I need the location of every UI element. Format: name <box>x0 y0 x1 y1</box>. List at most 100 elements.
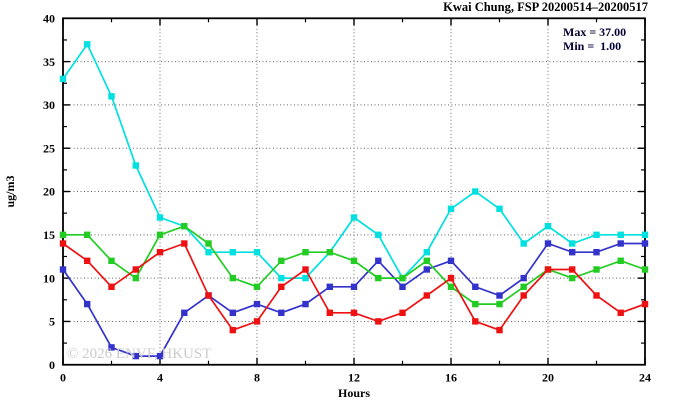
series-red-point <box>181 240 188 247</box>
series-blue-point <box>447 257 455 264</box>
y-tick-label: 0 <box>49 358 55 372</box>
x-axis-label: Hours <box>338 386 370 400</box>
series-blue-point <box>350 283 358 290</box>
series-red-point <box>569 266 576 273</box>
series-cyan-point <box>84 41 91 48</box>
series-cyan-point <box>253 249 261 256</box>
series-green-point <box>326 249 333 256</box>
series-green-point <box>496 300 503 308</box>
series-blue-point <box>181 309 188 316</box>
series-blue-point <box>399 283 406 290</box>
series-red-point <box>544 266 552 273</box>
series-blue-point <box>84 300 91 308</box>
series-red-point <box>641 300 649 308</box>
series-cyan-point <box>156 214 164 221</box>
series-red-point <box>302 266 309 273</box>
series-blue-point <box>302 300 309 308</box>
series-red-point <box>253 318 261 325</box>
series-blue-point <box>132 352 139 360</box>
series-green-point <box>181 223 188 230</box>
series-cyan-point <box>472 188 479 195</box>
series-cyan-point <box>375 231 382 238</box>
series-green-point <box>156 231 164 238</box>
series-green-point <box>302 249 309 256</box>
y-tick-label: 10 <box>43 271 55 285</box>
x-tick-label: 0 <box>60 370 66 384</box>
series-green-point <box>278 257 285 264</box>
series-cyan-point <box>108 93 115 100</box>
series-green-point <box>132 274 139 282</box>
tick-label-layer: 0 5 10 15 20 25 30 35 40 0 4 8 12 16 20 24 <box>43 12 651 385</box>
series-blue-point <box>108 344 115 351</box>
series-cyan-point <box>59 75 67 83</box>
series-red-point <box>520 292 527 299</box>
x-tick-label: 12 <box>348 370 360 384</box>
series-red-point <box>447 274 455 282</box>
series-cyan-point <box>641 231 649 238</box>
y-tick-label: 40 <box>43 12 55 26</box>
series-blue-point <box>569 249 576 256</box>
series-green-point <box>617 257 624 264</box>
series-cyan-point <box>278 274 285 282</box>
axis-box <box>62 17 646 366</box>
series-cyan-point <box>229 249 236 256</box>
series-green-point <box>520 283 527 290</box>
series-cyan-point <box>350 214 358 221</box>
series-cyan-point <box>447 205 455 212</box>
watermark: © 2026 ENVF, HKUST <box>67 346 211 362</box>
series-green-point <box>84 231 91 238</box>
series-blue-point <box>593 249 600 256</box>
series-red-point <box>399 309 406 316</box>
series-green-point <box>229 274 236 282</box>
series-blue-point <box>496 292 503 299</box>
series-blue-point <box>520 274 527 282</box>
series-cyan-point <box>496 205 503 212</box>
series-cyan-point <box>520 240 527 247</box>
series-cyan-point <box>132 162 139 169</box>
x-tick-label: 4 <box>157 370 163 384</box>
series-blue-point <box>641 240 649 247</box>
series-green-point <box>423 257 430 264</box>
series-blue-point <box>229 309 236 316</box>
series-green-point <box>108 257 115 264</box>
series-green-point <box>205 240 212 247</box>
series-red-point <box>132 266 139 273</box>
series-green-point <box>253 283 261 290</box>
min-annotation: Min = 1.00 <box>563 39 621 53</box>
series-green-line <box>63 225 646 305</box>
series-red-point <box>617 309 624 316</box>
series-red-point <box>156 249 164 256</box>
series-red-point <box>423 292 430 299</box>
y-tick-label: 20 <box>43 185 55 199</box>
series-cyan-point <box>544 223 552 230</box>
grid-layer <box>63 18 645 365</box>
series-cyan-point <box>569 240 576 247</box>
series-cyan-point <box>617 231 624 238</box>
chart-title: Kwai Chung, FSP 20200514–20200517 <box>443 0 648 14</box>
series-blue-point <box>472 283 479 290</box>
series-blue-point <box>278 309 285 316</box>
series-red-point <box>593 292 600 299</box>
y-tick-label: 5 <box>49 315 55 329</box>
series-red-point <box>108 283 115 290</box>
series-green-point <box>399 274 406 282</box>
series-cyan-point <box>302 274 309 282</box>
series-red-point <box>229 326 236 334</box>
series-cyan-point <box>205 249 212 256</box>
series-green-point <box>447 283 455 290</box>
series-red-point <box>205 292 212 299</box>
series-red-point <box>84 257 91 264</box>
series-red-point <box>278 283 285 290</box>
series-green-point <box>375 274 382 282</box>
series-red-point <box>496 326 503 334</box>
series-blue-point <box>59 266 67 273</box>
series-green-point <box>472 300 479 308</box>
series-red-point <box>350 309 358 316</box>
max-annotation: Max = 37.00 <box>563 25 626 39</box>
y-tick-label: 30 <box>43 98 55 112</box>
series-blue-point <box>156 352 164 360</box>
y-axis-label: ug/m3 <box>3 175 17 207</box>
series-red-point <box>472 318 479 325</box>
series-blue-point <box>375 257 382 264</box>
